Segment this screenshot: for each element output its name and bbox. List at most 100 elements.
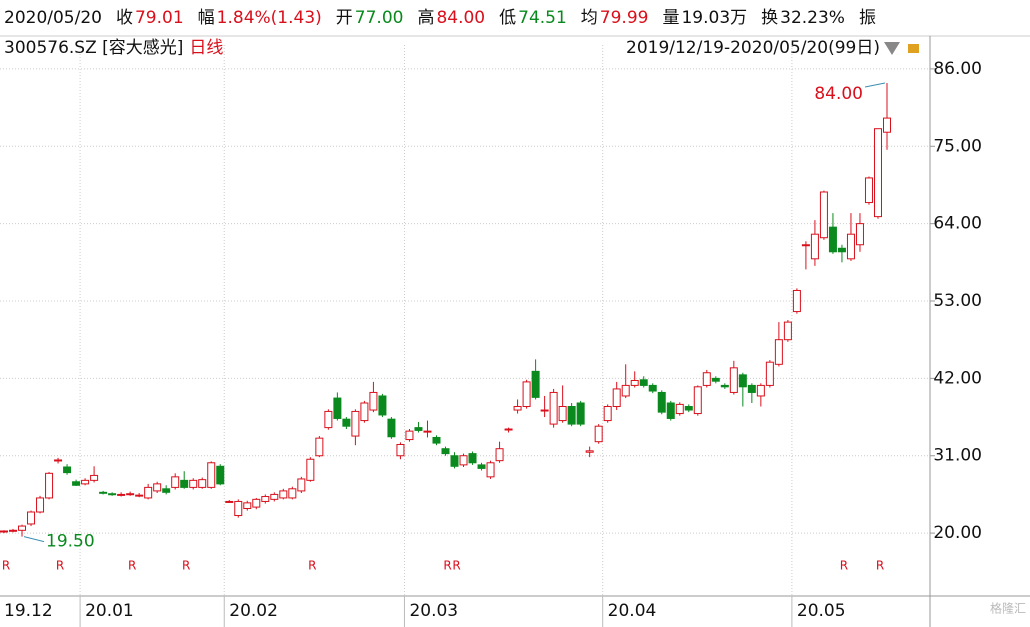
candle-body [189,479,198,488]
candle-body [522,381,531,408]
candle-body [333,397,342,419]
candle-body [18,525,27,531]
candle-body [639,379,648,386]
candle-body [117,493,126,496]
event-marker: R [840,559,848,573]
header-label: 幅 [198,8,215,28]
candle-body [738,374,747,388]
candle-body [225,500,234,503]
stock-code: 300576.SZ [容大感光] [4,38,183,58]
candle-body [90,474,99,481]
x-tick-label: 20.05 [797,601,846,621]
candle-body [378,395,387,416]
candle-body [630,379,639,386]
y-tick-label: 20.00 [933,523,982,543]
candle-body [684,406,693,411]
candle-body [396,443,405,457]
y-tick-label: 31.00 [933,446,982,466]
min-arrow [23,536,45,543]
lock-icon[interactable] [908,44,919,53]
candle-body [423,430,432,433]
candle-body [594,425,603,443]
header-label: 换 [761,8,778,28]
candle-body [441,448,450,455]
candle-body [810,233,819,260]
header-value: 79.01 [135,8,184,28]
candle-body [432,436,441,444]
candle-body [486,462,495,478]
candle-body [855,223,864,246]
candle-body [297,478,306,492]
candle-body [153,483,162,492]
candle-body [72,481,81,486]
header-value: 77.00 [355,8,404,28]
max-arrow [864,82,886,88]
header-value: 1.84%(1.43) [217,8,322,28]
candle-body [369,391,378,411]
y-tick-label: 42.00 [933,368,982,388]
candle-body [513,406,522,411]
candle-body [252,498,261,508]
candle-body [801,244,810,247]
candle-body [720,384,729,388]
candle-body [288,488,297,499]
candle-body [883,117,891,133]
header-value: 79.99 [600,8,649,28]
candle-body [576,402,585,425]
y-tick-label: 64.00 [933,214,982,234]
candle-body [783,321,792,341]
candle-body [36,497,45,513]
candle-body [450,455,459,467]
candle-body [828,226,837,253]
candle-body [477,464,486,469]
candle-body [504,428,513,431]
candle-body [81,479,90,485]
candle-body [558,406,567,422]
candle-body [171,476,180,488]
candle-body [108,493,117,496]
candle-body [648,384,657,392]
y-tick-label: 53.00 [933,291,982,311]
candle-body [180,479,189,488]
x-tick-label: 20.01 [85,601,134,621]
candle-body [198,479,207,488]
candle-body [567,406,576,425]
candle-body [351,410,360,437]
candle-body [585,450,594,453]
x-tick-label: 20.04 [608,601,657,621]
x-tick-label: 20.02 [229,601,278,621]
candle-body [261,496,270,502]
candle-body [774,339,783,365]
candle-body [675,403,684,415]
candle-body [621,384,630,397]
event-marker: R [128,559,136,573]
candle-body [765,361,774,386]
candle-body [54,459,63,462]
date-range: 2019/12/19-2020/05/20(99日) [626,38,880,58]
header-value: 32.23% [780,8,845,28]
candle-body [234,500,243,517]
candle-body [27,511,36,525]
candle-body [216,465,225,485]
candle-body [243,502,252,509]
candle-body [819,191,828,239]
candle-body [612,388,621,408]
candle-body [693,386,702,415]
candle-body [540,409,549,412]
x-tick-label: 20.03 [409,601,458,621]
candle-body [666,402,675,419]
header-label: 振 [859,8,876,28]
header-label: 均 [581,8,598,28]
candle-body [711,377,720,382]
candle-body [0,530,8,533]
candle-body [531,370,540,398]
candle-body [126,493,135,496]
watermark: 格隆汇 [990,601,1026,616]
y-tick-label: 75.00 [933,136,982,156]
candle-body [135,494,144,497]
event-marker: R [56,559,64,573]
event-marker: R [876,559,884,573]
dropdown-icon[interactable] [884,42,900,55]
